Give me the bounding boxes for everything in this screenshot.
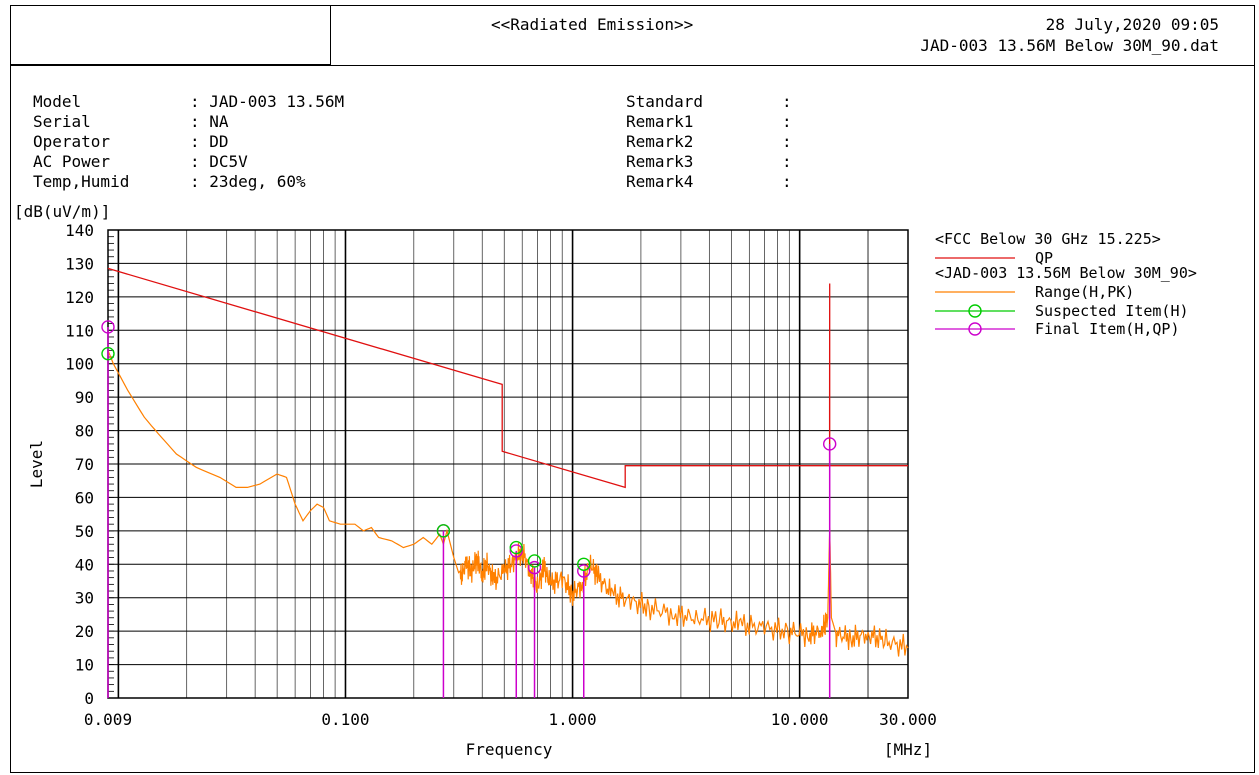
- qp-limit-line: [107, 267, 908, 489]
- y-tick-label: 80: [75, 422, 94, 441]
- info-key-ac-power: AC Power: [33, 152, 111, 171]
- suspected-item-marker: [527, 554, 542, 568]
- info-value-ac-power: : DC5V: [190, 152, 248, 171]
- y-tick-label: 40: [75, 555, 94, 574]
- info-key-operator: Operator: [33, 132, 111, 151]
- x-tick-label: 0.100: [321, 710, 369, 729]
- remark-value-standard: :: [782, 92, 792, 111]
- remark-value-3: :: [782, 152, 792, 171]
- info-key-serial: Serial: [33, 112, 91, 131]
- legend-header: <JAD-003 13.56M Below 30M_90>: [935, 264, 1197, 282]
- y-tick-label: 140: [65, 221, 94, 240]
- y-tick-label: 70: [75, 455, 94, 474]
- final-item-marker: [101, 320, 115, 334]
- y-tick-label: 100: [65, 355, 94, 374]
- report-title: <<Radiated Emission>>: [491, 15, 694, 34]
- y-axis-title: Level: [27, 440, 46, 488]
- final-item-marker: [822, 437, 837, 451]
- report-frame: [10, 5, 1255, 773]
- data-filename: JAD-003 13.56M Below 30M_90.dat: [920, 36, 1219, 55]
- legend-entry-label: Range(H,PK): [1035, 283, 1134, 301]
- legend-entry-label: Suspected Item(H): [1035, 302, 1189, 320]
- remark-key-3: Remark3: [626, 152, 694, 171]
- info-value-temp-humid: : 23deg, 60%: [190, 172, 306, 191]
- remark-key-2: Remark2: [626, 132, 694, 151]
- y-tick-label: 0: [84, 689, 94, 708]
- info-key-model: Model: [33, 92, 82, 111]
- final-item-marker: [577, 564, 591, 578]
- x-tick-label: 30.000: [879, 710, 937, 729]
- y-tick-label: 90: [75, 388, 94, 407]
- legend-entry-label: Final Item(H,QP): [1035, 320, 1180, 338]
- info-key-temp-humid: Temp,Humid: [33, 172, 130, 191]
- logo-box: [10, 5, 331, 65]
- info-value-operator: : DD: [190, 132, 229, 151]
- x-tick-label: 10.000: [771, 710, 829, 729]
- y-tick-label: 10: [75, 656, 94, 675]
- y-tick-label: 30: [75, 589, 94, 608]
- y-tick-label: 50: [75, 522, 94, 541]
- report-datetime: 28 July,2020 09:05: [1045, 15, 1219, 34]
- remark-key-standard: Standard: [626, 92, 704, 111]
- header-divider: [10, 65, 1255, 66]
- y-tick-label: 110: [65, 321, 94, 340]
- y-tick-label: 60: [75, 488, 94, 507]
- legend-entry-label: QP: [1035, 249, 1053, 267]
- info-value-model: : JAD-003 13.56M: [190, 92, 345, 111]
- y-tick-label: 120: [65, 288, 94, 307]
- remark-value-1: :: [782, 112, 792, 131]
- suspected-item-marker: [101, 346, 115, 361]
- suspected-item-marker: [436, 524, 451, 538]
- x-axis-unit: [MHz]: [884, 740, 932, 759]
- remark-key-1: Remark1: [626, 112, 694, 131]
- final-item-marker: [527, 560, 542, 575]
- remark-value-4: :: [782, 172, 792, 191]
- suspected-item-marker: [577, 557, 591, 571]
- legend-header: <FCC Below 30 GHz 15.225>: [935, 230, 1161, 248]
- final-item-marker: [509, 544, 523, 558]
- remark-value-2: :: [782, 132, 792, 151]
- range-pk-trace: [107, 350, 909, 657]
- y-tick-label: 20: [75, 622, 94, 641]
- y-axis-unit: [dB(uV/m)]: [14, 202, 111, 221]
- x-axis-title: Frequency: [466, 740, 553, 759]
- x-tick-label: 1.000: [548, 710, 596, 729]
- y-tick-label: 130: [65, 254, 94, 273]
- suspected-item-marker: [509, 540, 523, 555]
- legend-swatch-marker: [968, 322, 982, 336]
- legend-swatch-marker: [968, 304, 982, 318]
- remark-key-4: Remark4: [626, 172, 694, 191]
- info-value-serial: : NA: [190, 112, 229, 131]
- x-tick-label: 0.009: [84, 710, 132, 729]
